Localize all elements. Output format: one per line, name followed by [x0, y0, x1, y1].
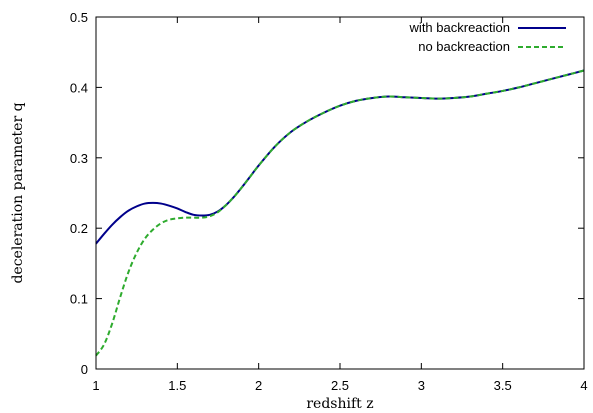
- x-tick-label: 1.5: [168, 378, 186, 393]
- series-line-with-backreaction: [95, 69, 585, 245]
- legend-label-no-backreaction: no backreaction: [418, 39, 510, 54]
- legend: with backreaction no backreaction: [409, 20, 566, 54]
- x-tick-label: 2.5: [331, 378, 349, 393]
- x-tick-label: 2: [255, 378, 262, 393]
- y-tick-label: 0.5: [70, 10, 88, 25]
- series-line-no-backreaction: [95, 69, 585, 357]
- plot-frame: [95, 16, 585, 370]
- x-tick-label: 3: [418, 378, 425, 393]
- legend-label-with-backreaction: with backreaction: [409, 20, 510, 35]
- x-tick-label: 3.5: [494, 378, 512, 393]
- y-tick-label: 0.1: [70, 292, 88, 307]
- x-axis-label: redshift z: [306, 396, 373, 412]
- series-layer: [95, 69, 585, 357]
- x-tick-label: 1: [92, 378, 99, 393]
- y-axis-label: deceleration parameter q: [10, 102, 26, 283]
- y-tick-label: 0.3: [70, 151, 88, 166]
- y-tick-label: 0.4: [70, 80, 88, 95]
- y-axis-ticks: 0 0.1 0.2 0.3 0.4 0.5: [70, 10, 584, 377]
- y-tick-label: 0.2: [70, 221, 88, 236]
- x-tick-label: 4: [580, 378, 587, 393]
- y-tick-label: 0: [81, 362, 88, 377]
